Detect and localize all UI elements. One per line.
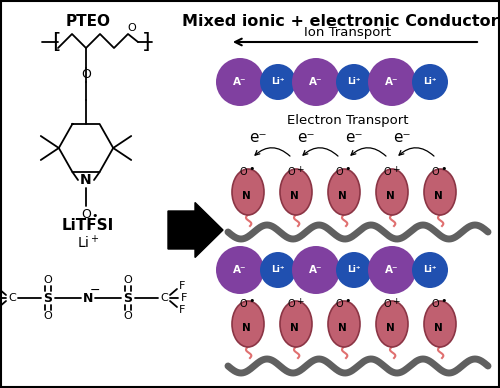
Text: Mixed ionic + electronic Conductor: Mixed ionic + electronic Conductor: [182, 14, 498, 29]
Text: A⁻: A⁻: [233, 77, 247, 87]
Text: N: N: [290, 323, 298, 333]
Text: •: •: [441, 164, 448, 174]
Text: N: N: [386, 323, 394, 333]
Text: N: N: [434, 323, 442, 333]
Ellipse shape: [376, 169, 408, 215]
Text: O: O: [431, 167, 439, 177]
Ellipse shape: [292, 246, 340, 294]
Text: Li⁺: Li⁺: [423, 265, 437, 274]
Ellipse shape: [260, 64, 296, 100]
Text: Li⁺: Li⁺: [271, 78, 285, 87]
Ellipse shape: [376, 301, 408, 347]
Text: O: O: [81, 69, 91, 81]
Text: •: •: [345, 164, 351, 174]
Ellipse shape: [232, 169, 264, 215]
Text: Li$^+$: Li$^+$: [76, 234, 100, 251]
Text: PTEO: PTEO: [66, 14, 110, 29]
Text: N: N: [83, 291, 93, 305]
Ellipse shape: [412, 64, 448, 100]
Text: LiTFSI: LiTFSI: [62, 218, 114, 233]
Text: N: N: [386, 191, 394, 201]
Text: A⁻: A⁻: [385, 265, 399, 275]
Text: O: O: [128, 23, 136, 33]
Ellipse shape: [280, 169, 312, 215]
Ellipse shape: [368, 246, 416, 294]
Text: e⁻: e⁻: [249, 130, 267, 146]
Text: Li⁺: Li⁺: [271, 265, 285, 274]
FancyArrow shape: [168, 203, 223, 258]
Text: O: O: [383, 299, 391, 309]
Text: A⁻: A⁻: [385, 77, 399, 87]
Text: e⁻: e⁻: [297, 130, 315, 146]
Text: O: O: [124, 275, 132, 285]
Text: +: +: [296, 296, 304, 305]
Ellipse shape: [368, 58, 416, 106]
Text: A⁻: A⁻: [233, 265, 247, 275]
Text: N: N: [290, 191, 298, 201]
Text: O: O: [239, 167, 247, 177]
Text: A⁻: A⁻: [309, 77, 323, 87]
Text: O: O: [383, 167, 391, 177]
Text: N: N: [242, 191, 250, 201]
Text: N: N: [434, 191, 442, 201]
Text: O: O: [44, 275, 52, 285]
Ellipse shape: [412, 252, 448, 288]
Text: O: O: [335, 167, 343, 177]
Text: •: •: [249, 164, 256, 174]
Text: O: O: [431, 299, 439, 309]
Text: N: N: [338, 323, 346, 333]
Ellipse shape: [336, 252, 372, 288]
Text: e⁻: e⁻: [393, 130, 411, 146]
Text: +: +: [392, 165, 400, 173]
Text: •: •: [345, 296, 351, 306]
Text: e⁻: e⁻: [345, 130, 363, 146]
Text: O: O: [335, 299, 343, 309]
Text: +: +: [296, 165, 304, 173]
Text: S: S: [124, 291, 132, 305]
Ellipse shape: [260, 252, 296, 288]
Text: O: O: [124, 311, 132, 321]
Ellipse shape: [232, 301, 264, 347]
Text: C: C: [160, 293, 168, 303]
Text: C: C: [8, 293, 16, 303]
Text: •: •: [92, 211, 98, 221]
Text: O: O: [239, 299, 247, 309]
Text: A⁻: A⁻: [309, 265, 323, 275]
Text: −: −: [90, 284, 100, 296]
Text: Li⁺: Li⁺: [347, 78, 361, 87]
Text: ]: ]: [142, 32, 150, 52]
Ellipse shape: [328, 301, 360, 347]
Ellipse shape: [280, 301, 312, 347]
Text: O: O: [81, 208, 91, 220]
Text: F: F: [179, 305, 185, 315]
Text: •: •: [249, 296, 256, 306]
Text: +: +: [392, 296, 400, 305]
Text: N: N: [338, 191, 346, 201]
Text: Li⁺: Li⁺: [423, 78, 437, 87]
Text: O: O: [44, 311, 52, 321]
Text: S: S: [44, 291, 52, 305]
Text: N: N: [242, 323, 250, 333]
Text: N: N: [80, 173, 92, 187]
Text: O: O: [287, 167, 295, 177]
Text: O: O: [287, 299, 295, 309]
Ellipse shape: [328, 169, 360, 215]
Ellipse shape: [216, 58, 264, 106]
Ellipse shape: [336, 64, 372, 100]
Text: [: [: [52, 32, 60, 52]
Text: F: F: [179, 281, 185, 291]
Ellipse shape: [216, 246, 264, 294]
Ellipse shape: [292, 58, 340, 106]
Text: •: •: [441, 296, 448, 306]
Text: Li⁺: Li⁺: [347, 265, 361, 274]
Text: Electron Transport: Electron Transport: [287, 114, 409, 127]
Ellipse shape: [424, 169, 456, 215]
Text: Ion Transport: Ion Transport: [304, 26, 392, 39]
Text: F: F: [181, 293, 187, 303]
Ellipse shape: [424, 301, 456, 347]
